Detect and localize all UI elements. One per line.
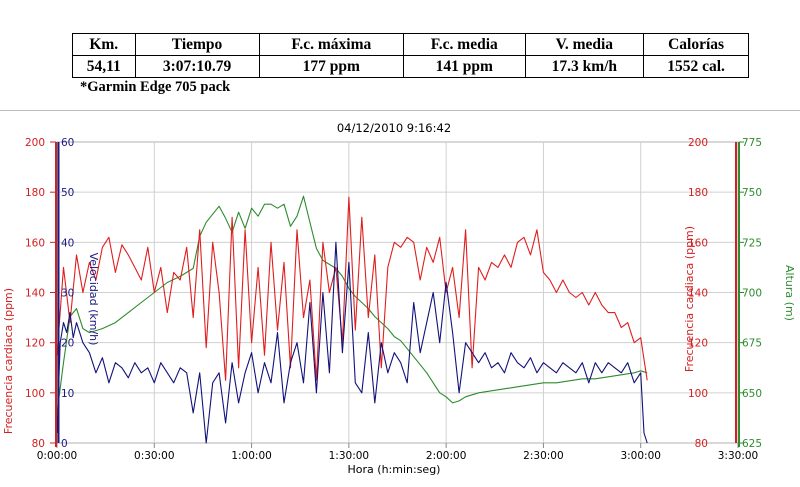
x-tick-label: 3:00:00 xyxy=(620,450,660,462)
alt-tick-label: 625 xyxy=(742,438,762,450)
speed-axis-title: Velocidad (km/h) xyxy=(87,253,100,346)
stats-header-km: Km. xyxy=(72,33,136,56)
hr-axis-title-right: Frecuencia cardiaca (ppm) xyxy=(683,226,696,372)
speed-tick-label: 10 xyxy=(61,388,74,400)
x-tick-label: 1:00:00 xyxy=(231,450,271,462)
hr-tick-label-left: 120 xyxy=(25,338,45,350)
stats-value-row: 54,11 3:07:10.79 177 ppm 141 ppm 17.3 km… xyxy=(72,55,749,78)
hr-tick-label-right: 160 xyxy=(688,237,708,249)
x-tick-label: 1:30:00 xyxy=(329,450,369,462)
stats-table: Km. Tiempo F.c. máxima F.c. media V. med… xyxy=(72,33,749,78)
axis-layer: 80 80 0 625 100 100 10 650 120 120 20 675 140 140 30 70… xyxy=(25,137,762,462)
stats-header-v-media: V. media xyxy=(524,33,645,56)
hr-tick-label-left: 160 xyxy=(25,237,45,249)
x-tick-label: 2:30:00 xyxy=(523,450,563,462)
stats-header-calorias: Calorías xyxy=(643,33,749,56)
hr-series-line xyxy=(56,196,648,381)
chart-background xyxy=(0,111,800,487)
series-layer xyxy=(56,195,648,444)
alt-tick-label: 750 xyxy=(742,187,762,199)
hr-tick-label-left: 80 xyxy=(32,438,45,450)
chart-title: 04/12/2010 9:16:42 xyxy=(337,121,451,135)
stats-header-tiempo: Tiempo xyxy=(134,33,260,56)
x-tick-label: 2:00:00 xyxy=(426,450,466,462)
hr-axis-title-left: Frecuencia cardiaca (ppm) xyxy=(2,288,15,434)
hr-tick-label-right: 180 xyxy=(688,187,708,199)
stats-value-v-media: 17.3 km/h xyxy=(524,55,645,78)
stats-value-calorias: 1552 cal. xyxy=(643,55,749,78)
speed-tick-label: 30 xyxy=(61,288,74,300)
section-divider xyxy=(0,110,800,111)
hr-tick-label-right: 100 xyxy=(688,388,708,400)
x-axis-title: Hora (h:min:seg) xyxy=(348,463,441,476)
stats-header-row: Km. Tiempo F.c. máxima F.c. media V. med… xyxy=(72,33,749,56)
hr-tick-label-left: 180 xyxy=(25,187,45,199)
alt-series-line xyxy=(56,195,648,413)
stats-value-km: 54,11 xyxy=(72,55,136,78)
stats-header-fc-maxima: F.c. máxima xyxy=(258,33,405,56)
hr-tick-label-right: 200 xyxy=(688,137,708,149)
hr-tick-label-right: 140 xyxy=(688,288,708,300)
stats-value-fc-media: 141 ppm xyxy=(403,55,526,78)
alt-tick-label: 650 xyxy=(742,388,762,400)
stats-value-tiempo: 3:07:10.79 xyxy=(134,55,260,78)
stats-value-fc-maxima: 177 ppm xyxy=(258,55,405,78)
hr-tick-label-right: 120 xyxy=(688,338,708,350)
speed-tick-label: 40 xyxy=(61,237,74,249)
device-footnote: *Garmin Edge 705 pack xyxy=(80,79,231,95)
speed-series-line xyxy=(56,241,648,444)
alt-tick-label: 725 xyxy=(742,237,762,249)
speed-tick-label: 20 xyxy=(61,338,74,350)
alt-axis-title: Altura (m) xyxy=(783,265,796,321)
hr-tick-label-left: 100 xyxy=(25,388,45,400)
hr-tick-label-right: 80 xyxy=(695,438,708,450)
x-tick-label: 0:30:00 xyxy=(134,450,174,462)
speed-tick-label: 50 xyxy=(61,187,74,199)
alt-tick-label: 700 xyxy=(742,288,762,300)
alt-tick-label: 675 xyxy=(742,338,762,350)
alt-tick-label: 775 xyxy=(742,137,762,149)
speed-tick-label: 60 xyxy=(61,137,74,149)
activity-chart: 04/12/2010 9:16:42 80 80 0 625 100 100 10 650 12… xyxy=(0,111,800,487)
x-tick-label: 3:30:00 xyxy=(718,450,758,462)
hr-tick-label-left: 200 xyxy=(25,137,45,149)
stats-header-fc-media: F.c. media xyxy=(403,33,526,56)
hr-tick-label-left: 140 xyxy=(25,288,45,300)
x-tick-label: 0:00:00 xyxy=(37,450,77,462)
speed-tick-label: 0 xyxy=(61,438,68,450)
